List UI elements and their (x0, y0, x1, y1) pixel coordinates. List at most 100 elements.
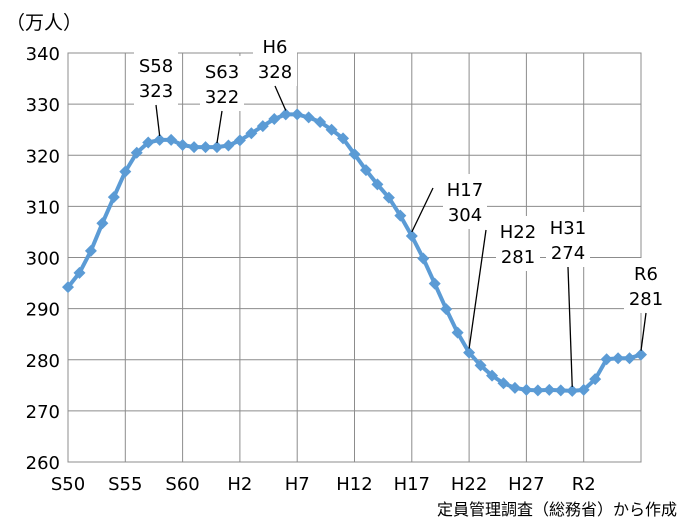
data-point (233, 134, 246, 147)
x-tick-label: S60 (165, 474, 199, 495)
y-axis-tick-labels: 260 270 280 290 300 310 320 330 340 (26, 44, 60, 474)
data-point (566, 384, 579, 397)
annotation-leader-line (411, 187, 434, 233)
data-point (474, 359, 487, 372)
annotation-background (443, 174, 487, 229)
source-note: 定員管理調査（総務省）から作成 (436, 500, 677, 519)
data-point (325, 123, 338, 136)
annotation-label-era: H6 (263, 37, 288, 58)
annotations: S58 323 S63 322 H6 328 H17 304 H22 281 H31 274 R6 281 (134, 31, 668, 387)
annotation-leader-line (274, 85, 287, 111)
data-point (176, 139, 189, 152)
annotation-label-value: 322 (205, 87, 239, 108)
data-point (589, 373, 602, 386)
annotation-background (496, 216, 540, 271)
x-tick-label: H2 (227, 474, 252, 495)
data-point (256, 120, 269, 133)
annotation-label-era: H22 (500, 222, 536, 243)
annotation-label-value: 304 (448, 205, 482, 226)
annotation-label-era: S58 (139, 56, 173, 77)
data-point (497, 377, 510, 390)
data-point (543, 383, 556, 396)
x-tick-label: H22 (451, 474, 487, 495)
data-point (623, 352, 636, 365)
y-tick-label: 290 (26, 300, 60, 321)
data-point (210, 141, 223, 154)
annotation-label-value: 323 (139, 81, 173, 102)
unit-label: （万人） (6, 12, 83, 34)
annotation-label-era: H17 (447, 180, 483, 201)
y-tick-label: 260 (26, 453, 60, 474)
data-point (165, 133, 178, 146)
data-point (337, 132, 350, 145)
y-tick-label: 330 (26, 95, 60, 116)
data-point (428, 277, 441, 290)
data-point (486, 369, 499, 382)
data-point (107, 191, 120, 204)
data-point (84, 244, 97, 257)
x-tick-label: R2 (572, 474, 596, 495)
data-point (417, 252, 430, 265)
x-axis-tick-labels: S50 S55 S60 H2 H7 H12 H17 H22 H27 R2 (51, 474, 596, 495)
data-point (382, 191, 395, 204)
data-point (612, 352, 625, 365)
data-point (531, 384, 544, 397)
data-point (554, 384, 567, 397)
annotation-background (200, 56, 244, 111)
data-point (291, 108, 304, 121)
annotation-label-era: S63 (205, 62, 239, 83)
data-point (314, 116, 327, 129)
x-tick-label: S50 (51, 474, 85, 495)
data-point (600, 353, 613, 366)
data-point (359, 164, 372, 177)
x-tick-label: H12 (336, 474, 372, 495)
annotation-background (253, 31, 297, 86)
data-point (62, 281, 74, 294)
data-point (463, 346, 476, 359)
annotation-label-era: H31 (550, 218, 586, 239)
annotation-label-era: R6 (634, 264, 658, 285)
data-point (302, 111, 315, 124)
data-point (199, 141, 212, 154)
data-point (96, 217, 109, 230)
data-point (73, 266, 86, 279)
annotation-label-value: 281 (501, 247, 535, 268)
annotation-leader-line (216, 110, 223, 144)
annotation-background (134, 50, 178, 105)
y-tick-label: 340 (26, 44, 60, 65)
data-point (577, 383, 590, 396)
data-point (371, 178, 384, 191)
data-point (635, 348, 647, 361)
data-point (520, 383, 533, 396)
annotation-leader-line (567, 266, 573, 387)
data-point (119, 165, 132, 178)
data-point (130, 146, 143, 159)
data-point (279, 108, 292, 121)
y-tick-label: 280 (26, 351, 60, 372)
y-tick-label: 310 (26, 197, 60, 218)
annotation-background (546, 212, 590, 267)
x-tick-label: H27 (508, 474, 544, 495)
y-tick-label: 270 (26, 402, 60, 423)
data-point (268, 112, 281, 125)
data-point (508, 381, 521, 394)
y-tick-label: 320 (26, 146, 60, 167)
data-series (62, 108, 647, 397)
annotation-label-value: 274 (551, 243, 585, 264)
data-point (440, 303, 453, 316)
y-tick-label: 300 (26, 249, 60, 270)
data-point (245, 127, 258, 140)
annotation-leader-line (468, 229, 487, 349)
annotation-leader-line (640, 312, 647, 351)
data-point (153, 133, 166, 146)
data-point (222, 139, 235, 152)
data-point (142, 136, 155, 149)
annotation-background (624, 258, 668, 313)
x-tick-label: H7 (285, 474, 310, 495)
data-point (348, 148, 361, 161)
x-tick-label: H17 (394, 474, 430, 495)
data-point (451, 326, 464, 339)
data-point (405, 230, 418, 243)
data-point (394, 209, 407, 222)
